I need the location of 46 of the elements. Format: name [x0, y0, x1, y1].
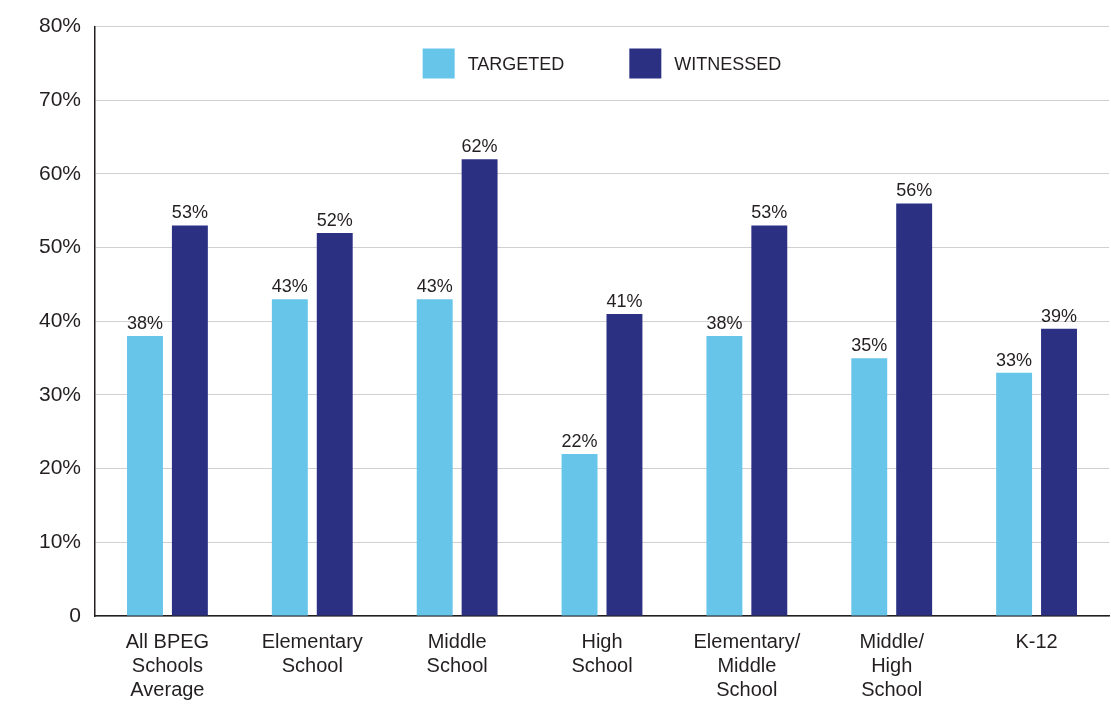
data-label: 22% [561, 430, 598, 451]
data-label: 39% [1041, 305, 1078, 326]
data-label: 41% [606, 290, 643, 311]
bar [751, 225, 788, 616]
bar [271, 299, 308, 616]
bar [561, 453, 598, 616]
y-tick-label: 70% [38, 87, 81, 111]
data-label: 53% [751, 202, 788, 223]
y-tick-label: 60% [38, 160, 81, 184]
bar [171, 225, 208, 616]
bar [606, 313, 643, 616]
data-label: 38% [126, 313, 163, 333]
data-label: 53% [171, 202, 208, 223]
bar [896, 203, 933, 616]
data-label: 52% [316, 209, 353, 230]
x-tick-label: Middle School [426, 629, 488, 676]
legend-label: TARGETED [467, 53, 565, 74]
bar [461, 159, 498, 616]
data-label: 43% [271, 276, 308, 297]
x-tick-label: Middle/High School [859, 629, 925, 700]
x-tick-label: High School [571, 629, 633, 676]
y-tick-label: 40% [38, 308, 81, 332]
x-tick-label: Elementary School [261, 629, 363, 676]
x-tick-label: Elementary/Middle School [693, 629, 801, 700]
bar [416, 299, 453, 616]
bar [1041, 328, 1077, 616]
data-label: 43% [416, 276, 453, 297]
y-tick-label: 30% [38, 381, 81, 405]
bar [851, 358, 888, 616]
data-label: 33% [996, 349, 1033, 370]
y-tick-label: 20% [38, 455, 81, 479]
y-tick-label: 50% [38, 234, 81, 258]
data-label: 38% [706, 313, 743, 333]
bar [127, 336, 163, 616]
bar [706, 336, 743, 616]
x-tick-label: All BPEG Schools Average [125, 629, 210, 700]
bar [996, 372, 1033, 616]
data-label: 56% [896, 180, 933, 201]
y-tick-label: 80% [38, 13, 81, 37]
y-tick-label: 10% [38, 529, 81, 553]
data-label: 62% [461, 136, 498, 157]
legend-label: WITNESSED [674, 53, 782, 74]
bar [316, 232, 353, 616]
x-tick-label: K-12 [1015, 629, 1058, 652]
y-tick-label: 0 [69, 602, 81, 626]
data-label: 35% [851, 335, 888, 356]
